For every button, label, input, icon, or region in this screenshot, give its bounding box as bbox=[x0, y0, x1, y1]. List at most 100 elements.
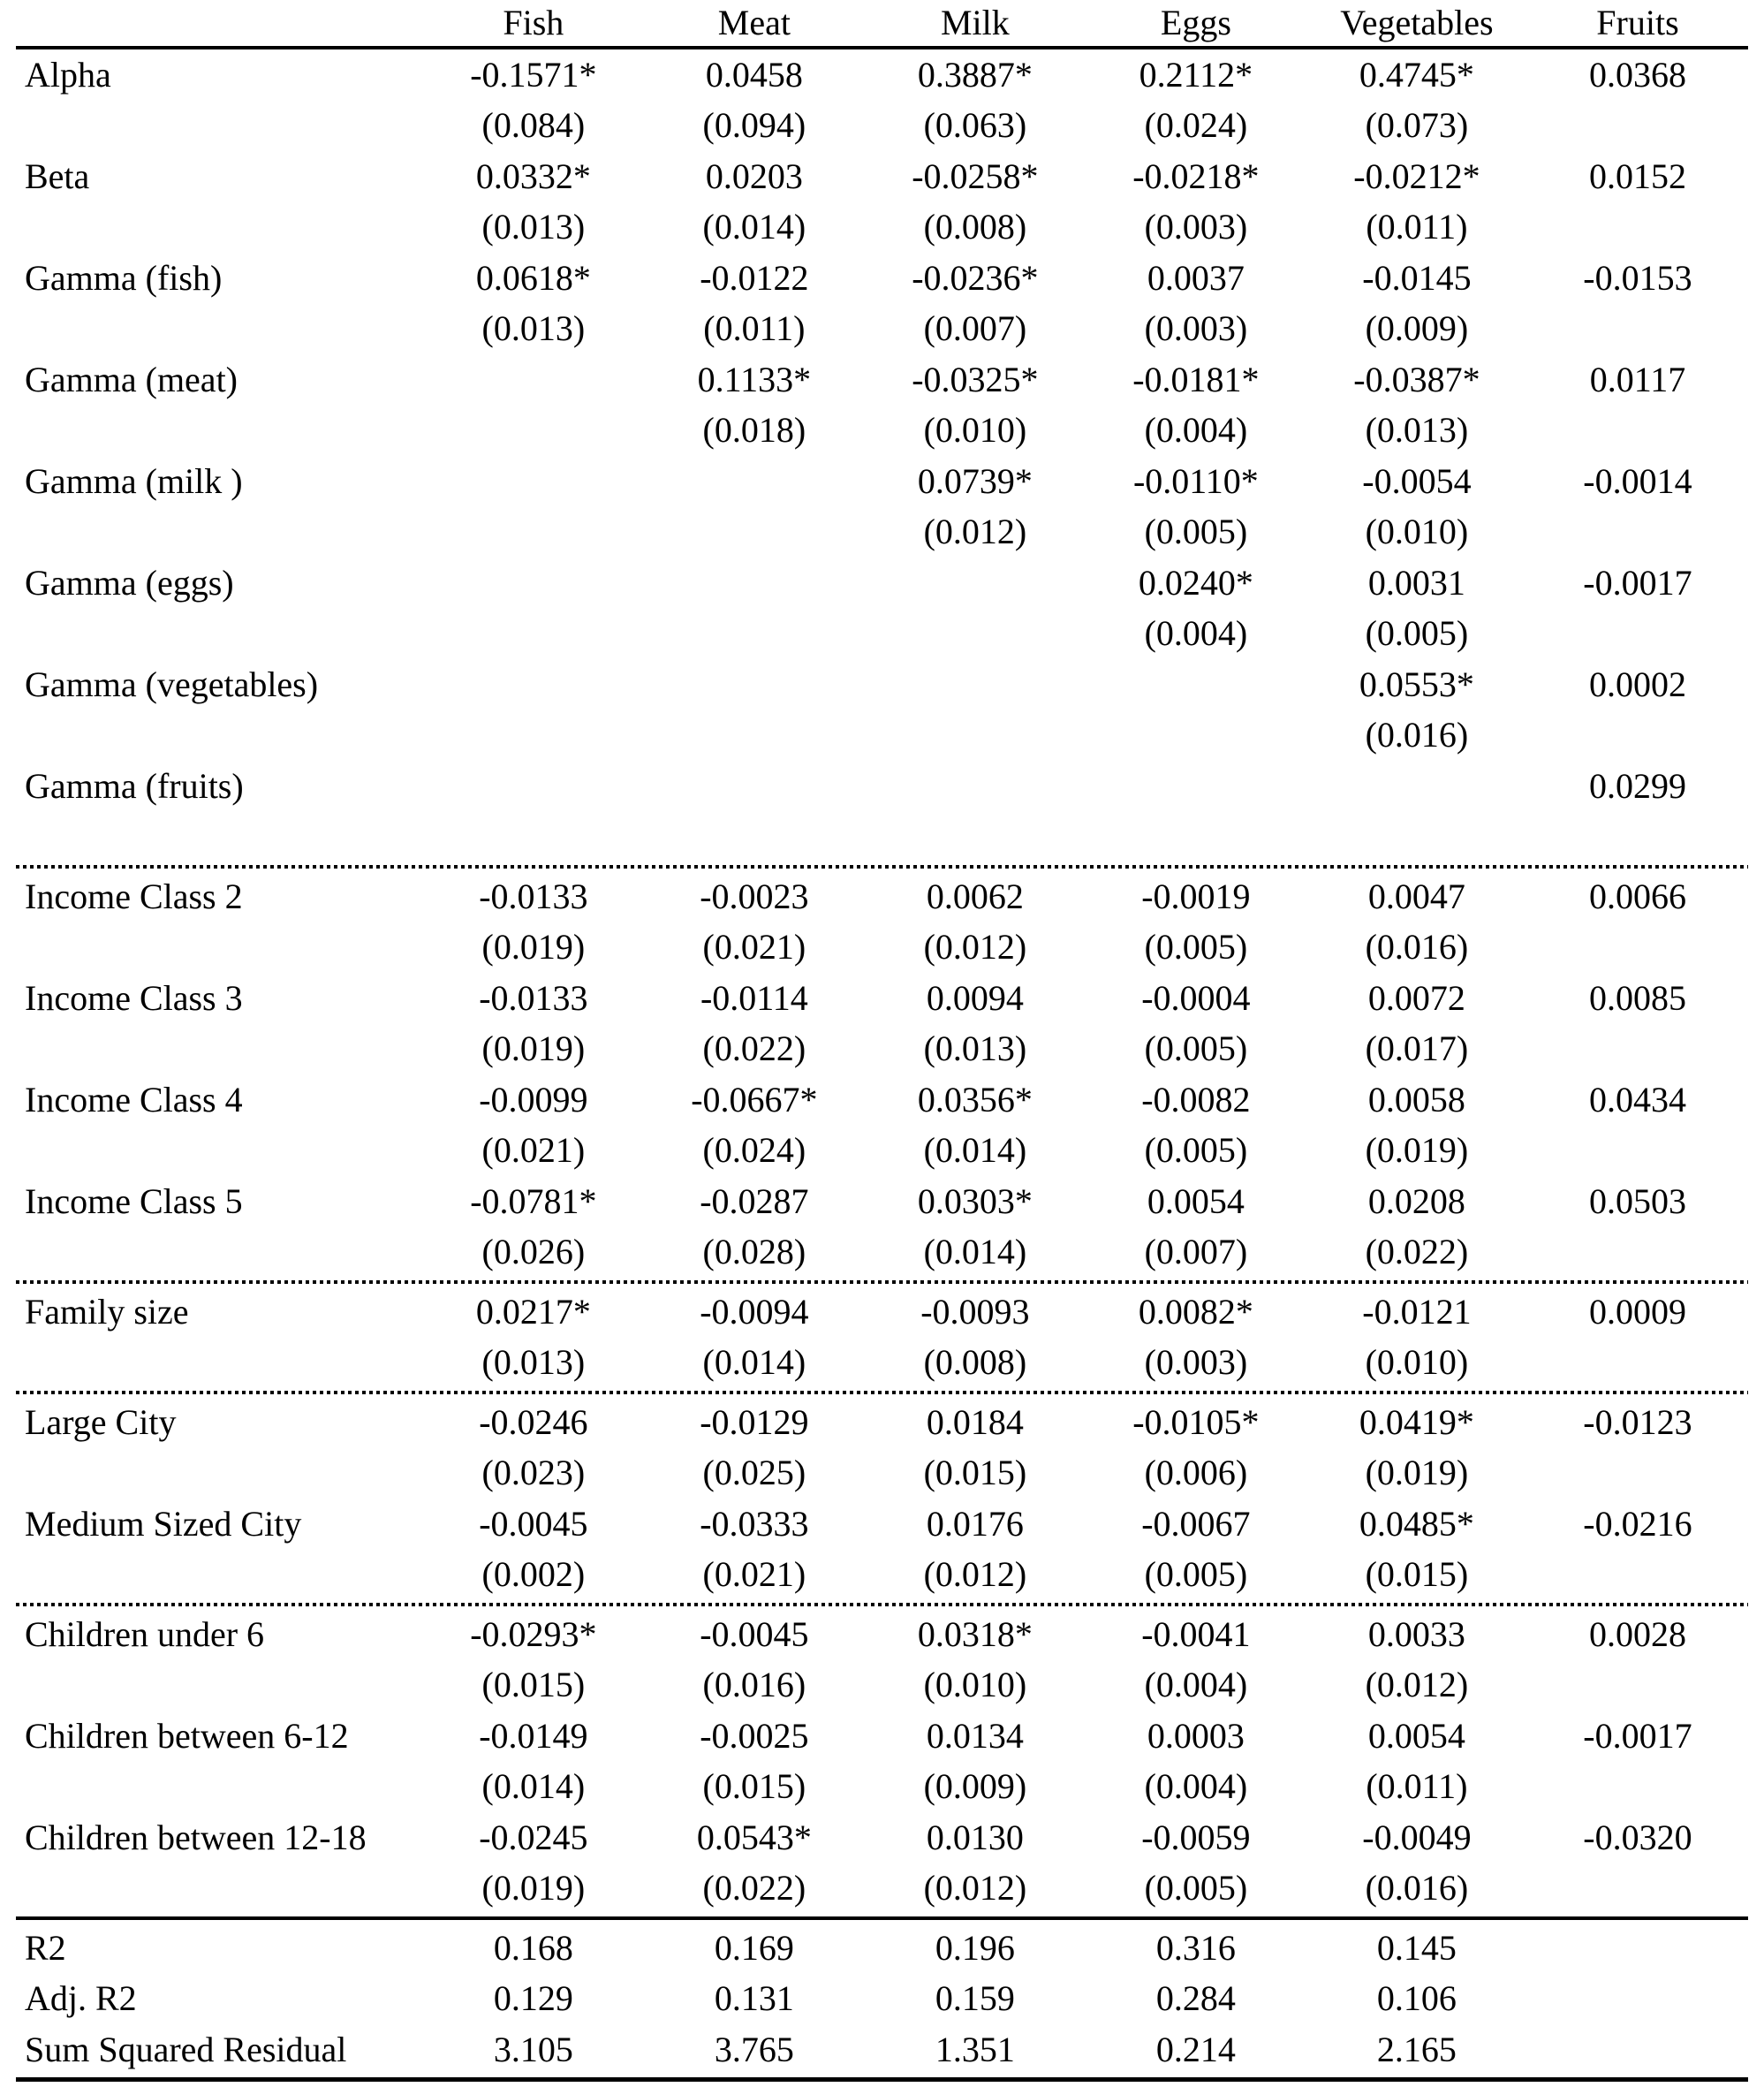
coefficient-row: Children under 6 -0.0293* -0.0045 0.0318* -0… bbox=[16, 1609, 1748, 1660]
standard-error-cell bbox=[1527, 812, 1748, 863]
coefficient-cell: -0.0129 bbox=[700, 1401, 809, 1442]
coefficient-row: Income Class 5 -0.0781* -0.0287 0.0303* 0.00… bbox=[16, 1176, 1748, 1227]
row-label: Gamma (meat) bbox=[25, 359, 238, 399]
standard-error-cell: (0.015) bbox=[1365, 1554, 1469, 1595]
coefficient-cell: -0.0325* bbox=[912, 359, 1039, 399]
table-header: Fish Meat Milk Eggs Vegetables Fruits bbox=[16, 0, 1748, 49]
standard-error-cell: (0.013) bbox=[481, 1342, 586, 1383]
dotted-rule-line bbox=[16, 1603, 1748, 1606]
standard-error-cell: (0.014) bbox=[702, 1342, 806, 1383]
standard-error-cell: (0.016) bbox=[1365, 927, 1469, 968]
standard-error-cell: (0.025) bbox=[702, 1453, 806, 1493]
coefficient-cell: -0.0218* bbox=[1132, 156, 1260, 196]
coefficient-cell bbox=[644, 659, 865, 710]
row-label: Medium Sized City bbox=[25, 1503, 302, 1544]
standard-error-cell: (0.005) bbox=[1144, 1028, 1248, 1069]
coefficient-cell: -0.0105* bbox=[1132, 1401, 1260, 1442]
standard-error-cell bbox=[1527, 1126, 1748, 1177]
coefficient-cell: -0.0017 bbox=[1583, 1715, 1692, 1756]
standard-error-row: (0.019) (0.022) (0.013) (0.005) (0.017) bbox=[16, 1024, 1748, 1075]
coefficient-cell: 0.0240* bbox=[1138, 562, 1253, 603]
row-label: Large City bbox=[25, 1401, 177, 1442]
coefficient-cell: -0.0019 bbox=[1141, 876, 1251, 916]
coefficient-cell: 0.0485* bbox=[1359, 1503, 1474, 1544]
standard-error-cell bbox=[644, 507, 865, 558]
divider-cell bbox=[16, 862, 1748, 871]
coefficient-row: Sum Squared Residual 3.105 3.765 1.351 0.214… bbox=[16, 2024, 1748, 2076]
coefficient-cell bbox=[1527, 1974, 1748, 2025]
standard-error-cell: (0.016) bbox=[1365, 715, 1469, 755]
standard-error-cell: (0.063) bbox=[923, 105, 1027, 146]
standard-error-cell bbox=[423, 406, 644, 457]
coefficient-cell: -0.0099 bbox=[479, 1079, 588, 1119]
coefficient-cell: -0.0059 bbox=[1141, 1817, 1251, 1857]
standard-error-cell: (0.010) bbox=[923, 410, 1027, 451]
standard-error-cell: (0.073) bbox=[1365, 105, 1469, 146]
coefficient-row: Large City -0.0246 -0.0129 0.0184 -0.0105* 0.… bbox=[16, 1397, 1748, 1448]
coefficient-cell: 0.0072 bbox=[1367, 977, 1465, 1018]
coefficient-cell: 0.0503 bbox=[1588, 1180, 1686, 1221]
coefficient-cell: -0.0025 bbox=[700, 1715, 809, 1756]
coefficient-cell: -0.0049 bbox=[1362, 1817, 1472, 1857]
column-header: Milk bbox=[864, 0, 1086, 49]
standard-error-cell bbox=[1527, 1338, 1748, 1389]
coefficient-row: Gamma (milk ) 0.0739* -0.0110* -0.0054 -0.00… bbox=[16, 456, 1748, 507]
standard-error-row: (0.004) (0.005) bbox=[16, 609, 1748, 660]
standard-error-cell: (0.005) bbox=[1144, 1554, 1248, 1595]
coefficient-cell: -0.0145 bbox=[1362, 257, 1472, 298]
standard-error-cell: (0.005) bbox=[1144, 1130, 1248, 1171]
coefficient-row: Gamma (meat) 0.1133* -0.0325* -0.0181* -0.03… bbox=[16, 354, 1748, 406]
row-label: Income Class 5 bbox=[25, 1180, 243, 1221]
coefficient-cell: 0.0553* bbox=[1359, 664, 1474, 704]
coefficient-cell: -0.0333 bbox=[700, 1503, 809, 1544]
coefficient-cell: 0.0130 bbox=[926, 1817, 1024, 1857]
standard-error-cell bbox=[644, 609, 865, 660]
standard-error-cell: (0.005) bbox=[1144, 1868, 1248, 1909]
standard-error-cell: (0.017) bbox=[1365, 1028, 1469, 1069]
standard-error-cell: (0.016) bbox=[1365, 1868, 1469, 1909]
standard-error-cell: (0.004) bbox=[1144, 1766, 1248, 1807]
coefficient-cell: 0.0033 bbox=[1367, 1613, 1465, 1654]
coefficient-cell: 0.0047 bbox=[1367, 876, 1465, 916]
standard-error-cell: (0.007) bbox=[1144, 1232, 1248, 1272]
standard-error-row: (0.014) (0.015) (0.009) (0.004) (0.011) bbox=[16, 1762, 1748, 1813]
column-header: Fish bbox=[422, 0, 644, 49]
coefficient-row: Gamma (fruits) 0.0299 bbox=[16, 761, 1748, 812]
row-label-spacer bbox=[16, 1863, 423, 1915]
coefficient-cell: -0.0093 bbox=[920, 1291, 1030, 1332]
coefficient-cell: -0.0082 bbox=[1141, 1079, 1251, 1119]
section-divider bbox=[16, 862, 1748, 871]
standard-error-cell bbox=[865, 609, 1086, 660]
coefficient-cell bbox=[1527, 1923, 1748, 1974]
standard-error-cell bbox=[1527, 1227, 1748, 1279]
standard-error-row: (0.013) (0.011) (0.007) (0.003) (0.009) bbox=[16, 304, 1748, 355]
coefficient-cell: 0.0003 bbox=[1147, 1715, 1245, 1756]
row-label: Children under 6 bbox=[25, 1613, 265, 1654]
coefficient-cell: 0.145 bbox=[1376, 1927, 1457, 1968]
standard-error-cell: (0.018) bbox=[702, 410, 806, 451]
coefficient-cell: 0.0203 bbox=[705, 156, 803, 196]
standard-error-cell: (0.013) bbox=[481, 308, 586, 349]
standard-error-row: (0.015) (0.016) (0.010) (0.004) (0.012) bbox=[16, 1660, 1748, 1711]
coefficient-cell: 0.0031 bbox=[1367, 562, 1465, 603]
row-label: Gamma (milk ) bbox=[25, 460, 243, 501]
coefficient-cell: 0.3887* bbox=[917, 54, 1033, 95]
standard-error-cell: (0.022) bbox=[702, 1028, 806, 1069]
row-label-spacer bbox=[16, 1227, 423, 1279]
coefficient-cell: 0.0028 bbox=[1588, 1613, 1686, 1654]
coefficient-cell bbox=[423, 761, 644, 812]
row-label: Income Class 2 bbox=[25, 876, 243, 916]
coefficient-cell: -0.0216 bbox=[1583, 1503, 1692, 1544]
standard-error-cell: (0.024) bbox=[1144, 105, 1248, 146]
coefficient-cell: -0.0153 bbox=[1583, 257, 1692, 298]
section-divider bbox=[16, 1278, 1748, 1286]
standard-error-cell: (0.012) bbox=[1365, 1665, 1469, 1705]
standard-error-cell bbox=[1527, 304, 1748, 355]
coefficient-cell: 0.214 bbox=[1155, 2029, 1236, 2069]
standard-error-cell: (0.012) bbox=[923, 1554, 1027, 1595]
coefficient-cell bbox=[423, 558, 644, 609]
row-label-spacer bbox=[16, 304, 423, 355]
table-body: Alpha -0.1571* 0.0458 0.3887* 0.2112* 0.4745*… bbox=[16, 48, 1748, 2084]
coefficient-cell: -0.0320 bbox=[1583, 1817, 1692, 1857]
coefficient-cell: 0.106 bbox=[1376, 1978, 1457, 2019]
